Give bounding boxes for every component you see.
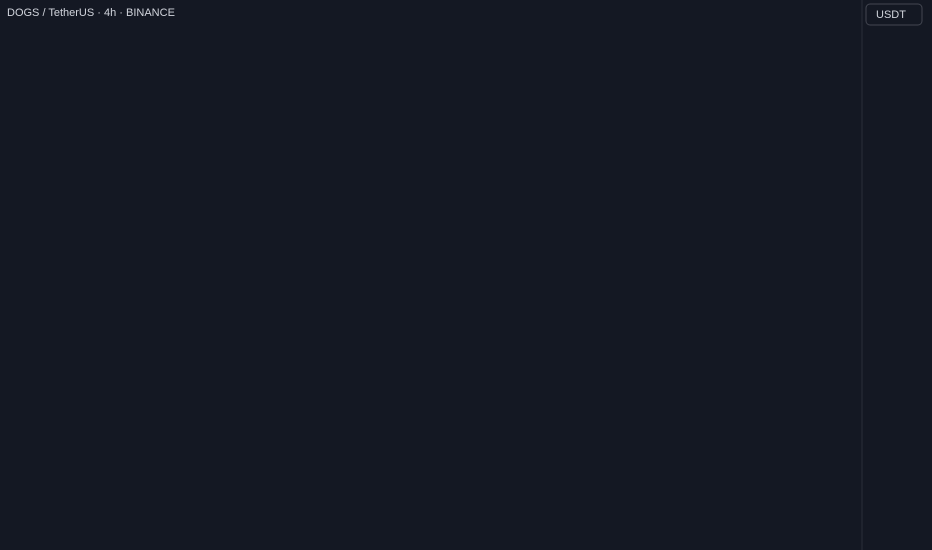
currency-button[interactable]: [865, 3, 923, 26]
chart-title: DOGS / TetherUS · 4h · BINANCE: [7, 7, 175, 19]
currency-label[interactable]: USDT: [876, 9, 906, 21]
